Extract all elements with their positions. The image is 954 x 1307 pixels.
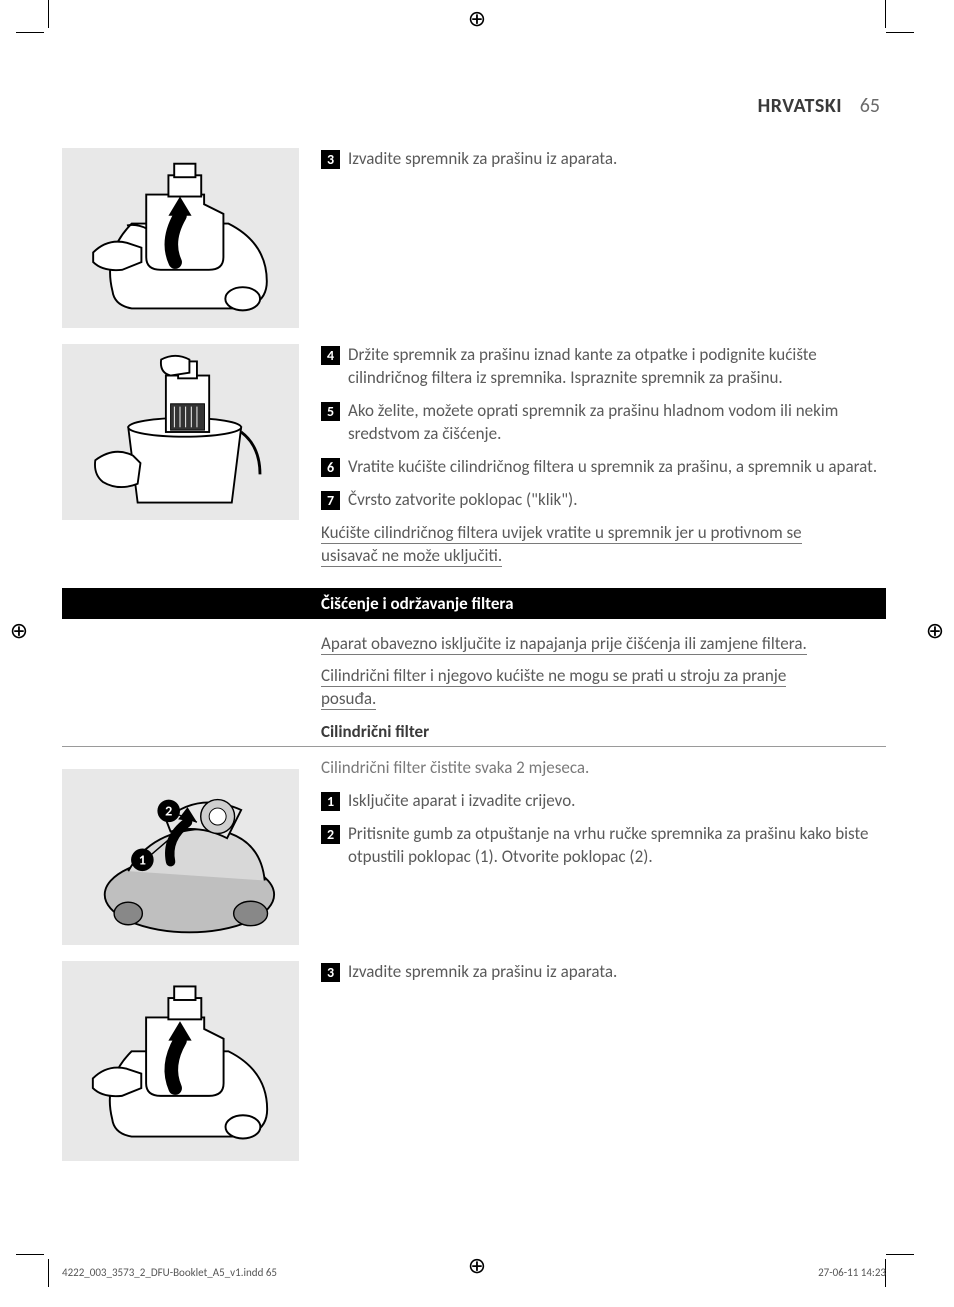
step-number-badge: 3 [321,963,340,982]
step-number-badge: 2 [321,825,340,844]
svg-text:2: 2 [165,803,172,820]
registration-mark-icon: ⊕ [924,620,946,642]
page-number: 65 [860,94,880,118]
step-text: Čvrsto zatvorite poklopac ("klik"). [348,489,884,512]
svg-text:1: 1 [139,852,146,869]
step-6: 6 Vratite kućište cilindričnog filtera u… [321,456,884,479]
footer-date: 27-06-11 14:23 [818,1266,886,1279]
sub-heading-row: Cilindrični filter [62,721,886,747]
note-no-dishwasher: Cilindrični filter i njegovo kućište ne … [321,665,884,711]
footer-file: 4222_003_3573_2_DFU-Booklet_A5_v1.indd 6… [62,1266,277,1279]
step-3: 3 Izvadite spremnik za prašinu iz aparat… [321,148,884,171]
note-filter-housing: Kućište cilindričnog filtera uvijek vrat… [321,522,884,568]
step-text: Vratite kućište cilindričnog filtera u s… [348,456,884,479]
step-7: 7 Čvrsto zatvorite poklopac ("klik"). [321,489,884,512]
language-label: HRVATSKI [758,94,842,118]
note-unplug: Aparat obavezno isključite iz napajanja … [321,633,884,656]
step-b1: 1 Isključite aparat i izvadite crijevo. [321,790,884,813]
step-number-badge: 7 [321,491,340,510]
step-text: Izvadite spremnik za prašinu iz aparata. [348,148,884,171]
section-title: Čišćenje i održavanje filtera [321,593,513,614]
step-number-badge: 6 [321,458,340,477]
step-number-badge: 1 [321,792,340,811]
illustration-empty-container [62,344,299,520]
step-4: 4 Držite spremnik za prašinu iznad kante… [321,344,884,390]
step-5: 5 Ako želite, možete oprati spremnik za … [321,400,884,446]
registration-mark-icon: ⊕ [8,620,30,642]
step-b2: 2 Pritisnite gumb za otpuštanje na vrhu … [321,823,884,869]
step-number-badge: 3 [321,150,340,169]
step-number-badge: 4 [321,346,340,365]
step-text: Izvadite spremnik za prašinu iz aparata. [348,961,884,984]
step-number-badge: 5 [321,402,340,421]
step-text: Pritisnite gumb za otpuštanje na vrhu ru… [348,823,884,869]
plain-text-interval: Cilindrični filter čistite svaka 2 mjese… [321,757,884,780]
illustration-remove-container [62,148,299,328]
step-text: Ako želite, možete oprati spremnik za pr… [348,400,884,446]
page-header: HRVATSKI 65 [62,94,886,118]
step-text: Isključite aparat i izvadite crijevo. [348,790,884,813]
registration-mark-icon: ⊕ [466,8,488,30]
step-b3: 3 Izvadite spremnik za prašinu iz aparat… [321,961,884,984]
section-heading-bar: Čišćenje i održavanje filtera [62,588,886,619]
illustration-open-lid: 1 2 [62,769,299,945]
illustration-remove-container-2 [62,961,299,1161]
step-text: Držite spremnik za prašinu iznad kante z… [348,344,884,390]
footer: 4222_003_3573_2_DFU-Booklet_A5_v1.indd 6… [62,1266,886,1279]
sub-heading: Cilindrični filter [62,721,429,746]
